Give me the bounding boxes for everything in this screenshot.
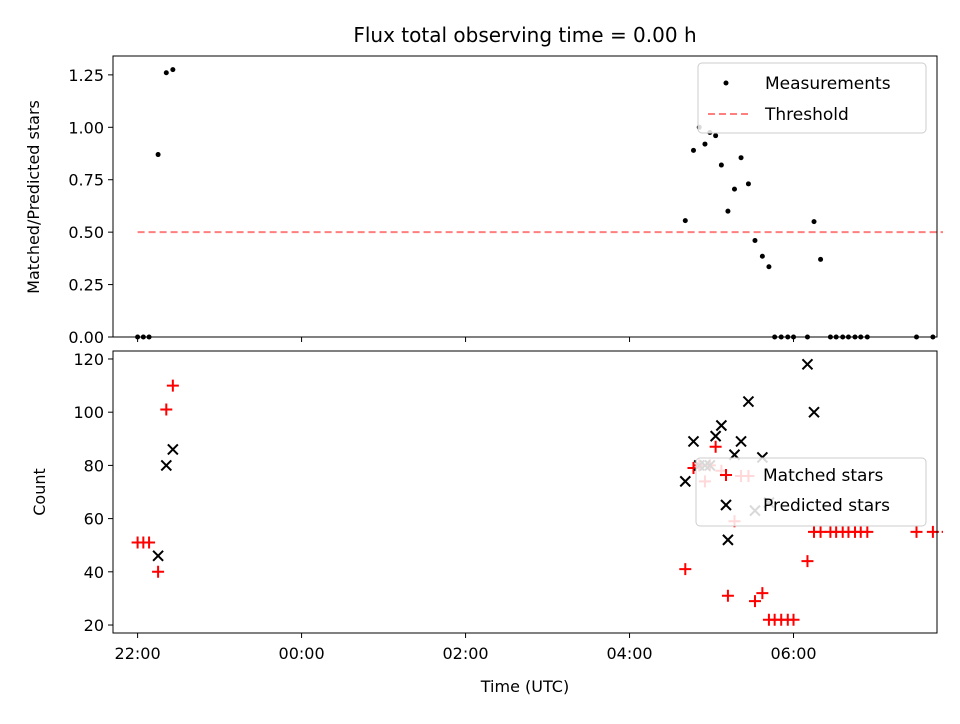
- bottom-predicted-stars-point: [687, 435, 700, 448]
- legend-label-matched-stars: Matched stars: [763, 466, 883, 486]
- bottom-predicted-stars-point: [742, 395, 755, 408]
- bottom-matched-stars-point: [756, 587, 769, 600]
- top-measurements-point: [759, 253, 765, 259]
- top-measurements-point: [163, 70, 169, 76]
- bottom-predicted-stars-point: [709, 430, 722, 442]
- top-measurements-point: [951, 335, 956, 340]
- bottom-y-tick-label: 100: [73, 403, 104, 422]
- top-measurements-point: [738, 155, 744, 161]
- bottom-y-tick-label: 60: [84, 510, 104, 529]
- top-y-tick-label: 0.50: [68, 223, 104, 242]
- bottom-x-tick-label: 22:00: [115, 644, 161, 663]
- bottom-x-tick-label: 06:00: [770, 644, 816, 663]
- bottom-matched-stars-point: [709, 440, 722, 453]
- bottom-y-tick-label: 120: [73, 350, 104, 369]
- top-measurements-point: [690, 147, 696, 153]
- top-measurements-point: [818, 256, 824, 262]
- top-measurements-point: [718, 162, 724, 168]
- legend-marker-measurements: [723, 80, 729, 86]
- top-y-tick-label: 0.00: [68, 328, 104, 347]
- top-y-tick-label: 1.00: [68, 118, 104, 137]
- top-y-tick-label: 0.75: [68, 171, 104, 190]
- bottom-y-axis-label: Count: [30, 468, 49, 516]
- bottom-matched-stars-point: [160, 403, 173, 416]
- chart-title: Flux total observing time = 0.00 h: [353, 23, 696, 47]
- bottom-predicted-stars-point: [152, 550, 164, 562]
- bottom-matched-stars-point: [861, 525, 874, 538]
- bottom-matched-stars-point: [166, 379, 179, 392]
- bottom-predicted-stars-point: [722, 534, 734, 546]
- top-y-tick-label: 1.25: [68, 66, 104, 85]
- bottom-matched-stars-point: [910, 525, 923, 538]
- bottom-predicted-stars-point: [167, 443, 179, 456]
- top-y-axis-label: Matched/Predicted stars: [24, 100, 43, 294]
- top-axes-frame: [112, 55, 938, 338]
- top-measurements-point: [766, 264, 772, 270]
- bottom-predicted-stars-point: [808, 406, 820, 418]
- bottom-legend: Matched stars Predicted stars: [695, 457, 927, 527]
- bottom-y-tick-label: 20: [84, 616, 104, 635]
- legend-label-measurements: Measurements: [765, 74, 891, 94]
- legend-label-predicted-stars: Predicted stars: [763, 496, 890, 516]
- bottom-predicted-stars-point: [160, 459, 173, 472]
- top-measurements-point: [811, 219, 817, 225]
- bottom-x-tick-label: 04:00: [606, 644, 652, 663]
- bottom-axes-frame: [112, 350, 938, 634]
- top-measurements-point: [713, 133, 719, 139]
- top-measurements-point: [725, 208, 731, 214]
- bottom-x-tick-label: 02:00: [443, 644, 489, 663]
- top-measurements-point: [731, 186, 737, 192]
- bottom-y-tick-label: 40: [84, 563, 104, 582]
- bottom-x-tick-label: 00:00: [279, 644, 325, 663]
- bottom-matched-stars-point: [801, 555, 814, 568]
- bottom-matched-stars-point: [941, 530, 943, 533]
- top-measurements-point: [170, 67, 176, 73]
- top-measurements-point: [752, 238, 758, 244]
- top-measurements-point: [682, 218, 688, 224]
- bottom-predicted-stars-point: [679, 475, 691, 488]
- top-plot-area: 0.00 0.25 0.50 0.75 1.00 1.25: [68, 55, 956, 347]
- legend-label-threshold: Threshold: [764, 105, 849, 125]
- top-measurements-point: [155, 152, 161, 158]
- top-legend: Measurements Threshold: [697, 62, 927, 134]
- top-measurements-point: [702, 141, 708, 147]
- bottom-predicted-stars-point: [735, 435, 747, 448]
- legend-marker-predicted-stars: [720, 499, 732, 511]
- bottom-predicted-stars-point: [801, 358, 814, 371]
- bottom-matched-stars-point: [721, 589, 734, 602]
- bottom-matched-stars-point: [787, 613, 800, 626]
- bottom-matched-stars-point: [947, 526, 959, 538]
- top-measurements-point: [745, 181, 751, 187]
- bottom-predicted-stars-point: [715, 419, 728, 432]
- bottom-matched-stars-point: [152, 565, 165, 578]
- bottom-y-tick-label: 80: [84, 456, 104, 475]
- legend-marker-matched-stars: [720, 469, 732, 481]
- bottom-matched-stars-point: [748, 595, 761, 608]
- bottom-matched-stars-point: [143, 536, 156, 549]
- x-axis-label: Time (UTC): [480, 677, 569, 696]
- top-y-tick-label: 0.25: [68, 276, 104, 295]
- top-measurements-point: [945, 335, 950, 340]
- bottom-matched-stars-point: [679, 563, 692, 576]
